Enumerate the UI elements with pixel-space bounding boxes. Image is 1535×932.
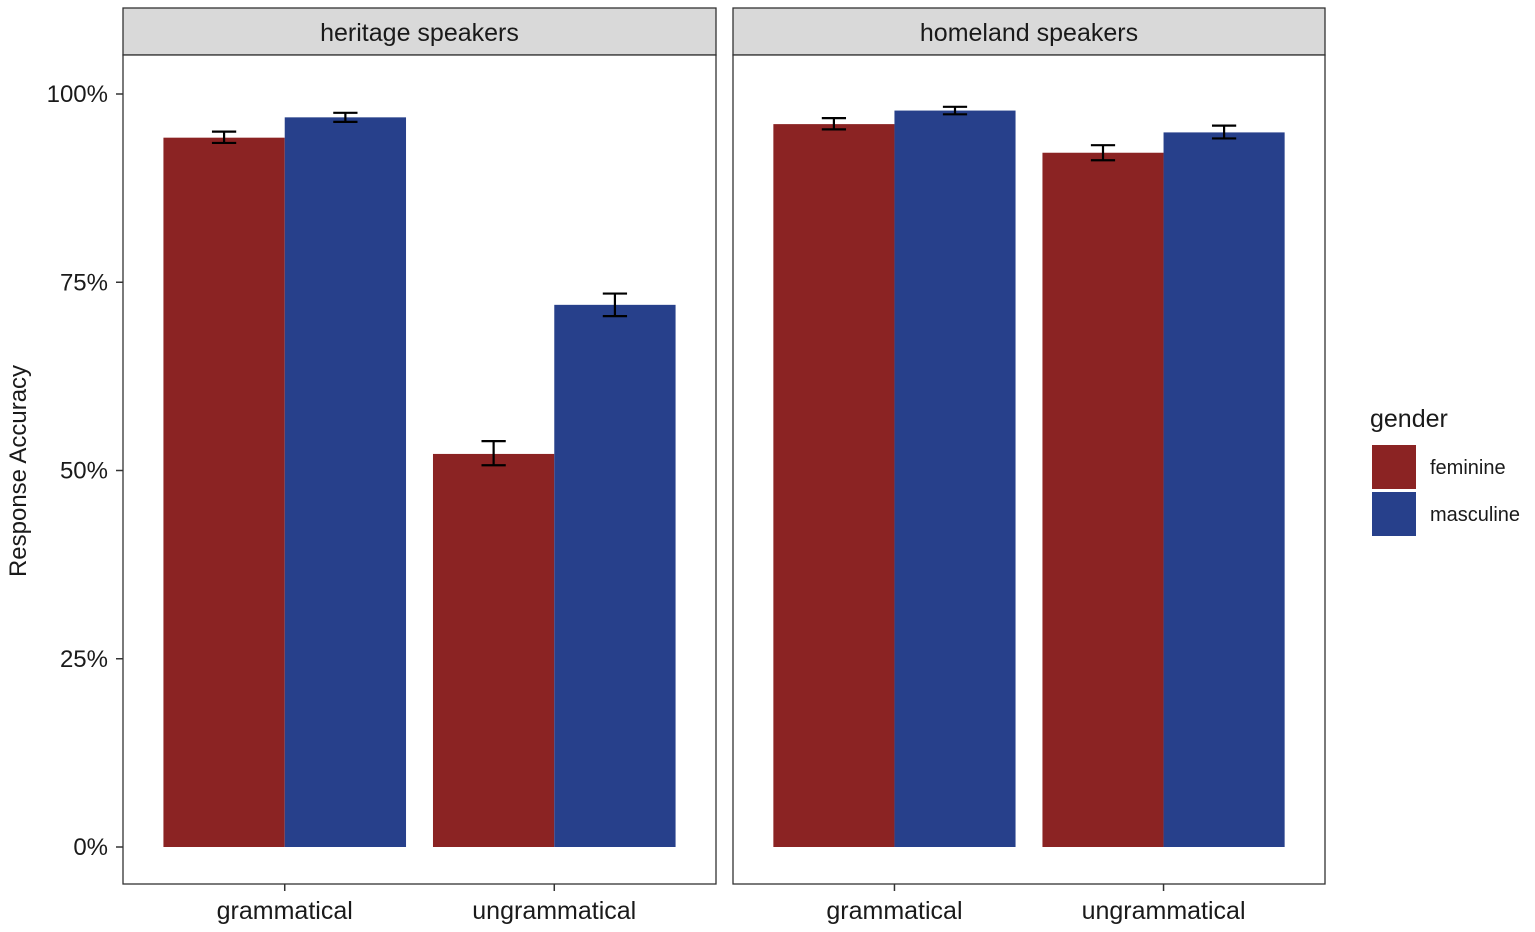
y-tick-label: 100% [47,81,108,108]
y-tick-label: 75% [60,269,108,296]
error-bar [1090,144,1116,162]
legend-swatch [1372,445,1416,489]
bar [1042,152,1164,847]
error-bar [211,130,237,145]
panels-layer: heritage speakers grammatical ungrammatica… [122,7,1326,925]
y-tick-label: 0% [73,834,108,861]
x-tick-label: ungrammatical [472,897,636,925]
bar [1163,132,1285,847]
bar [773,124,895,848]
error-bar [1211,124,1237,140]
legend-title: gender [1370,405,1448,433]
legend-swatch [1372,492,1416,536]
bar [894,110,1016,848]
y-axis: 0% 25% 50% 75% 100% [47,81,123,861]
legend: gender feminine masculine [1370,405,1520,536]
error-bar [602,292,628,318]
panel-strip [122,7,717,56]
x-tick-label: grammatical [826,897,962,925]
bar [163,137,285,847]
error-bar [333,111,358,123]
panel-2: homeland speakers grammatical ungrammatica… [732,7,1326,925]
error-bar [821,116,847,131]
panel-title: heritage speakers [320,19,519,47]
x-tick-label: grammatical [217,897,353,925]
bar [554,304,676,848]
legend-label: masculine [1430,504,1520,526]
y-tick-label: 25% [60,646,108,673]
error-bar [942,105,968,116]
bar [284,117,407,847]
y-axis-title: Response Accuracy [5,365,32,577]
legend-label: feminine [1430,457,1506,479]
panel-title: homeland speakers [920,19,1138,47]
panel-1: heritage speakers grammatical ungrammatica… [122,7,717,925]
error-bar [481,440,506,467]
bar [432,453,555,847]
y-tick-label: 50% [60,458,108,485]
panel-strip [732,7,1326,56]
x-tick-label: ungrammatical [1082,897,1246,925]
